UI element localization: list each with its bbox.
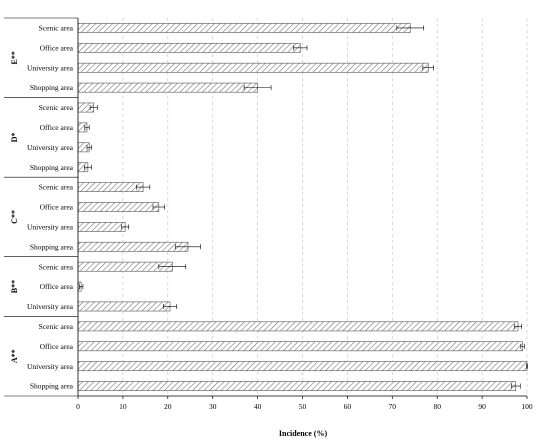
category-label-a-shopping-area: Shopping area	[30, 382, 74, 391]
bar-c-office-area	[77, 202, 160, 212]
error-bar-e-scenic-area	[396, 25, 425, 31]
bar-a-office-area	[77, 341, 523, 352]
bar-e-shopping-area	[77, 82, 258, 93]
bar-a-university-area	[77, 361, 528, 372]
category-label-e-university-area: University area	[27, 63, 74, 72]
category-label-e-shopping-area: Shopping area	[30, 83, 74, 92]
error-bar-a-scenic-area	[514, 323, 522, 329]
group-label-c: C**	[10, 210, 19, 224]
x-tick-label-60: 60	[344, 402, 352, 411]
error-bar-e-university-area	[422, 65, 434, 71]
bar-e-university-area	[77, 62, 429, 73]
x-tick-label-10: 10	[119, 402, 127, 411]
category-label-c-university-area: University area	[27, 222, 74, 231]
category-label-b-office-area: Office area	[40, 282, 74, 291]
group-label-b: B**	[10, 280, 19, 293]
bar-b-university-area	[77, 301, 171, 312]
category-label-a-scenic-area: Scenic area	[39, 322, 74, 331]
gridlines	[122, 18, 528, 396]
error-bar-c-shopping-area	[175, 244, 201, 250]
category-label-d-university-area: University area	[27, 143, 74, 152]
x-tick-label-90: 90	[478, 402, 486, 411]
error-bar-b-office-area	[79, 284, 84, 290]
category-label-c-office-area: Office area	[40, 203, 74, 212]
x-tick-label-50: 50	[299, 402, 307, 411]
category-label-e-office-area: Office area	[40, 43, 74, 52]
category-label-c-scenic-area: Scenic area	[39, 183, 74, 192]
bar-c-shopping-area	[77, 241, 189, 252]
group-label-d: D*	[10, 132, 19, 142]
group-label-a: A**	[10, 349, 19, 363]
group-labels: E** D* C** B** A**	[10, 51, 19, 363]
bar-c-scenic-area	[77, 182, 144, 192]
x-tick-label-0: 0	[76, 402, 80, 411]
category-label-b-scenic-area: Scenic area	[39, 262, 74, 271]
axes: 0 10 20 30 40 50 60 70 80 90 100	[4, 17, 533, 411]
x-tick-label-100: 100	[521, 402, 533, 411]
category-label-a-university-area: University area	[27, 362, 74, 371]
category-label-b-university-area: University area	[27, 302, 74, 311]
error-bar-b-university-area	[163, 303, 178, 309]
bar-e-scenic-area	[77, 23, 411, 33]
bar-a-shopping-area	[77, 381, 517, 391]
category-label-e-scenic-area: Scenic area	[39, 24, 74, 33]
error-bar-e-shopping-area	[243, 85, 272, 91]
error-bar-a-shopping-area	[510, 383, 521, 389]
category-label-a-office-area: Office area	[40, 342, 74, 351]
error-bar-c-office-area	[152, 204, 165, 210]
x-axis-label: Incidence (%)	[279, 429, 328, 438]
error-bar-d-office-area	[84, 124, 90, 130]
category-label-d-scenic-area: Scenic area	[39, 103, 74, 112]
bar-c-university-area	[77, 222, 126, 232]
error-bar-d-university-area	[86, 144, 92, 150]
category-label-c-shopping-area: Shopping area	[30, 242, 74, 251]
error-bar-b-scenic-area	[158, 264, 187, 270]
error-bar-c-university-area	[121, 224, 130, 230]
bar-a-scenic-area	[77, 321, 519, 332]
category-label-d-office-area: Office area	[40, 123, 74, 132]
error-bar-a-office-area	[520, 343, 525, 349]
bar-e-office-area	[77, 42, 301, 53]
x-tick-label-20: 20	[164, 402, 172, 411]
error-bar-c-scenic-area	[136, 184, 151, 190]
bars-layer	[77, 23, 528, 391]
error-bar-d-shopping-area	[83, 164, 92, 170]
bar-b-scenic-area	[77, 261, 173, 272]
category-label-d-shopping-area: Shopping area	[30, 163, 74, 172]
error-bar-d-scenic-area	[89, 105, 98, 111]
x-tick-label-70: 70	[389, 402, 397, 411]
category-labels: Scenic area Office area University area Sho…	[27, 24, 74, 391]
group-label-e: E**	[10, 51, 19, 64]
error-bar-a-university-area	[526, 363, 528, 369]
error-bar-e-office-area	[293, 45, 308, 51]
x-tick-label-80: 80	[433, 402, 441, 411]
x-tick-label-30: 30	[209, 402, 217, 411]
x-tick-label-40: 40	[254, 402, 262, 411]
